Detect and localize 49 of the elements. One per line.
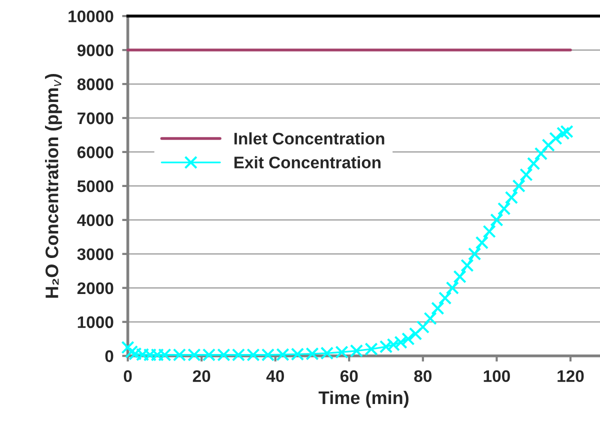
x-tick-label: 60	[340, 370, 358, 382]
point	[446, 281, 460, 295]
point	[482, 224, 496, 238]
point	[490, 213, 504, 227]
x-axis-title: Time (min)	[318, 390, 408, 408]
y-tick-label: 10000	[68, 10, 114, 22]
x-tick-label: 100	[484, 370, 510, 382]
legend-label: Exit Concentration	[234, 156, 380, 168]
y-tick-label: 8000	[77, 78, 114, 90]
point	[475, 236, 489, 250]
legend-label: Inlet Concentration	[234, 132, 384, 145]
y-tick-label: 3000	[77, 248, 114, 260]
point	[453, 270, 466, 284]
point	[416, 320, 430, 334]
point	[512, 179, 526, 193]
y-axis-title: H₂O Concentration (ppm$_{v}$)	[45, 74, 62, 298]
y-tick-label: 0	[105, 350, 114, 362]
point	[468, 247, 482, 261]
point	[497, 202, 511, 216]
y-tick-label: 7000	[78, 112, 114, 124]
y-tick-label: 2000	[77, 282, 114, 294]
point	[408, 327, 422, 340]
x-tick-label: 0	[124, 370, 132, 382]
y-tick-label: 5000	[77, 180, 114, 192]
point	[556, 126, 570, 140]
point	[520, 168, 533, 182]
y-tick-label: 6000	[77, 146, 114, 158]
point	[460, 258, 474, 272]
point	[402, 332, 415, 346]
point	[386, 338, 400, 352]
point	[549, 132, 562, 145]
x-tick-label: 120	[558, 370, 584, 382]
point	[424, 312, 437, 326]
x-tick-label: 40	[266, 370, 284, 382]
point	[526, 156, 540, 170]
point	[394, 336, 408, 349]
x-tick-label: 80	[414, 370, 432, 382]
point	[560, 124, 574, 138]
point	[121, 340, 134, 354]
point	[542, 138, 555, 152]
point	[534, 147, 548, 160]
point	[379, 340, 393, 354]
x-tick-label: 20	[192, 370, 210, 382]
point	[438, 292, 452, 305]
y-tick-label: 9000	[77, 44, 114, 56]
point	[504, 190, 518, 204]
point	[431, 302, 444, 315]
y-tick-label: 1000	[78, 316, 114, 328]
y-tick-label: 4000	[77, 214, 114, 226]
